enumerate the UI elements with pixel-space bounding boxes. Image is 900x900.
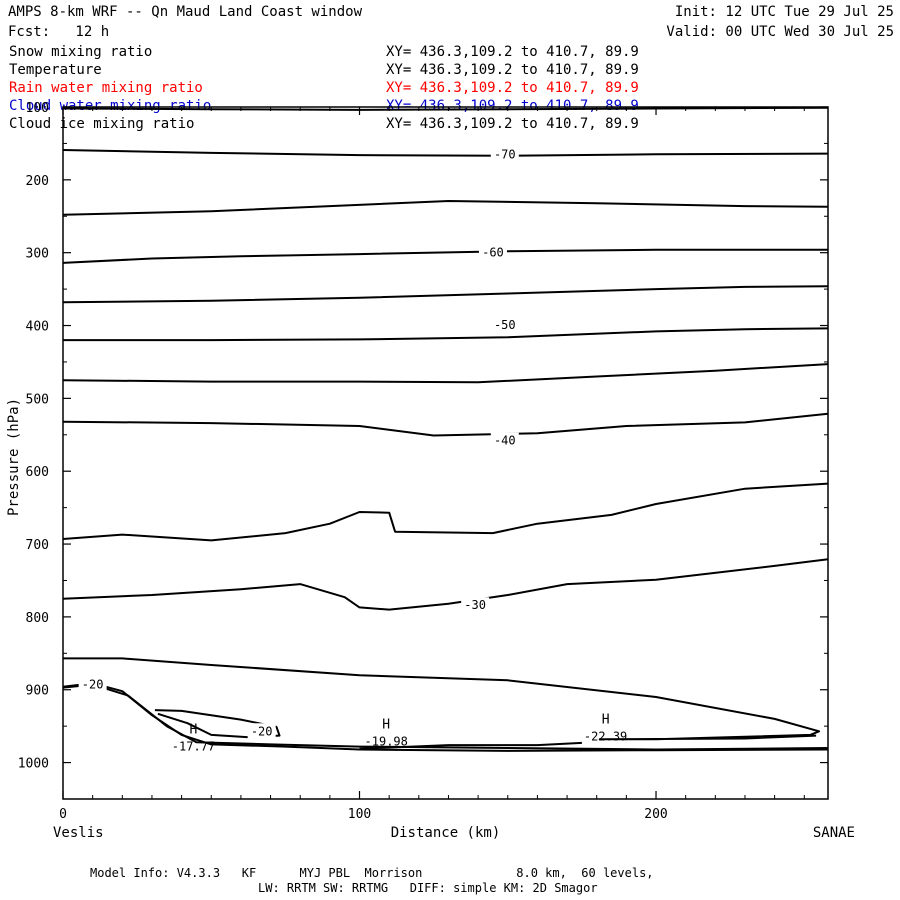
y-tick-label: 700	[26, 538, 49, 553]
contour-label-bg	[490, 316, 519, 332]
legend-field-name: Cloud water mixing ratio	[9, 98, 212, 114]
contour-label: -60	[482, 246, 504, 260]
y-tick-label: 100	[26, 101, 49, 116]
model-info-line1: Model Info: V4.3.3 KF MYJ PBL Morrison 8…	[90, 866, 654, 880]
isotherm-contour	[62, 248, 828, 264]
isotherm-contour	[62, 412, 829, 437]
y-axis-label: Pressure (hPa)	[6, 398, 22, 516]
legend-field-coords: XY= 436.3,109.2 to 410.7, 89.9	[386, 80, 639, 96]
isotherm-contour	[62, 200, 829, 216]
high-value: -22.39	[584, 729, 627, 743]
x-tick-label: 100	[348, 807, 371, 822]
contour-label: -70	[494, 147, 516, 161]
y-tick-label: 500	[26, 392, 49, 407]
high-marker: H	[602, 712, 610, 727]
y-tick-label: 600	[26, 465, 49, 480]
chart-title: AMPS 8-km WRF -- Qn Maud Land Coast wind…	[8, 4, 363, 20]
legend-field-name: Cloud ice mixing ratio	[9, 116, 195, 132]
x-right-location: SANAE	[813, 825, 855, 841]
contour-label-bg	[490, 146, 519, 162]
x-tick-label: 0	[59, 807, 67, 822]
model-info-line2: LW: RRTM SW: RRTMG DIFF: simple KM: 2D S…	[258, 881, 598, 895]
plot-frame	[62, 106, 829, 800]
isotherm-contour	[63, 657, 821, 741]
x-tick-label: 200	[644, 807, 667, 822]
isotherm-contour	[62, 683, 829, 751]
contour-label: -50	[494, 318, 516, 332]
legend-field-name: Rain water mixing ratio	[9, 80, 203, 96]
y-tick-label: 200	[26, 174, 49, 189]
legend-field-coords: XY= 436.3,109.2 to 410.7, 89.9	[386, 62, 639, 78]
legend-field-coords: XY= 436.3,109.2 to 410.7, 89.9	[386, 116, 639, 132]
y-tick-label: 900	[26, 684, 49, 699]
init-time: Init: 12 UTC Tue 29 Jul 25	[674, 4, 894, 20]
contour-label-bg	[78, 676, 107, 692]
contour-label-bg	[461, 597, 490, 613]
y-tick-label: 800	[26, 611, 49, 626]
y-tick-label: 300	[26, 247, 49, 262]
legend-field-coords: XY= 436.3,109.2 to 410.7, 89.9	[386, 44, 639, 60]
isotherm-contour	[62, 106, 829, 111]
contour-label: -40	[494, 434, 516, 448]
isotherm-contour	[62, 363, 829, 384]
isotherm-contour	[63, 327, 829, 342]
legend-field-name: Temperature	[9, 62, 102, 78]
forecast-hour: Fcst: 12 h	[8, 24, 110, 40]
high-marker: H	[190, 723, 198, 738]
contour-label: -20	[82, 678, 104, 692]
contour-label-bg	[247, 723, 276, 739]
x-left-location: Veslis	[53, 825, 104, 841]
high-value: -19.98	[365, 735, 408, 749]
valid-time: Valid: 00 UTC Wed 30 Jul 25	[666, 24, 894, 40]
isotherm-contour	[62, 285, 829, 304]
isotherm-contour	[62, 482, 829, 542]
x-axis-label: Distance (km)	[391, 825, 501, 841]
high-marker: H	[382, 718, 390, 733]
high-value: -17.77	[172, 740, 215, 754]
legend-field-name: Snow mixing ratio	[9, 44, 153, 60]
contour-label-bg	[490, 432, 519, 448]
y-tick-label: 1000	[18, 757, 49, 772]
isotherm-contour	[62, 682, 829, 752]
isotherm-contour	[154, 709, 281, 739]
isotherm-contour	[359, 741, 582, 750]
y-tick-label: 400	[26, 320, 49, 335]
contour-label-bg	[478, 244, 507, 260]
isotherm-contour	[62, 558, 829, 611]
contour-label: -30	[464, 598, 486, 612]
contour-label: -20	[251, 724, 273, 738]
isotherm-contour	[62, 149, 829, 157]
